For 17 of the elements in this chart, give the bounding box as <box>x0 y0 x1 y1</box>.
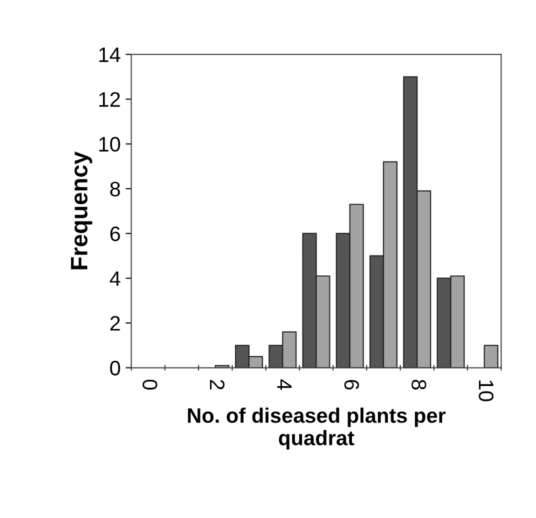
x-tick-label: 10 <box>478 380 494 402</box>
y-tick-label: 2 <box>110 316 120 331</box>
y-tick-label: 0 <box>110 360 120 376</box>
x-tick-label: 8 <box>412 380 426 390</box>
y-axis-title: Frequency <box>71 152 92 270</box>
y-tick-label: 14 <box>99 48 120 62</box>
x-tick-label: 4 <box>277 379 292 390</box>
bar <box>484 344 498 368</box>
y-tick-label: 8 <box>110 182 120 196</box>
x-tick-label: 6 <box>344 380 360 390</box>
x-axis-title: No. of diseased plants per quadrat <box>188 408 446 450</box>
y-tick-label: 6 <box>110 226 120 242</box>
x-tick-label: 0 <box>142 380 158 390</box>
y-tick-label: 10 <box>99 136 120 152</box>
y-tick-label: 4 <box>110 271 120 286</box>
x-tick-label: 2 <box>210 380 225 390</box>
y-tick-label: 12 <box>99 92 120 107</box>
